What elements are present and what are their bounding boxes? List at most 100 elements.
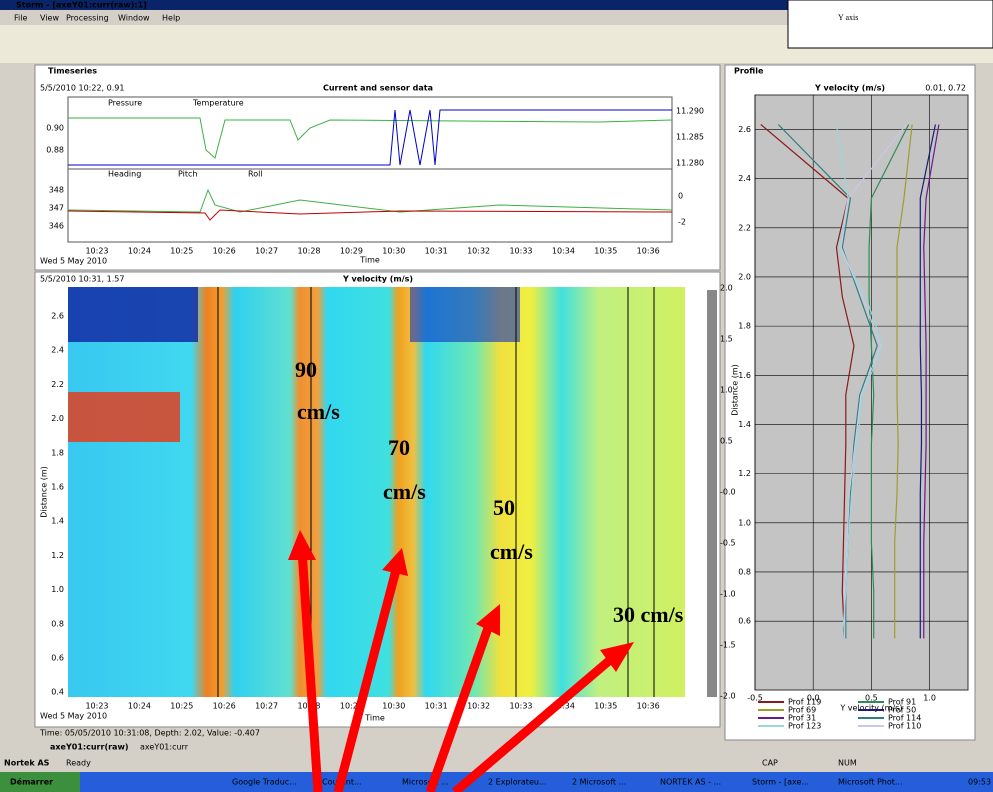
y-tick-label: 0.4	[51, 688, 64, 697]
y-tick-label: 1.6	[738, 371, 751, 380]
callout-text: Y axis	[838, 13, 858, 22]
x-tick-label: 10:32	[467, 702, 490, 711]
cursor-info: 0.01, 0.72	[925, 84, 966, 93]
x-tick-label: 10:28	[297, 247, 320, 256]
x-tick-label: 10:35	[594, 247, 617, 256]
y2-tick-label: 0	[678, 192, 683, 201]
x-tick-label: 10:35	[594, 702, 617, 711]
menu-item: Help	[162, 14, 180, 23]
y-tick-label: 0.88	[46, 146, 64, 155]
x-tick-label: 10:26	[213, 702, 236, 711]
taskbar-item[interactable]: Google Traduc...	[232, 778, 297, 787]
y-axis-label: Distance (m)	[40, 466, 49, 518]
status-text: Time: 05/05/2010 10:31:08, Depth: 2.02, …	[39, 729, 260, 738]
x-tick-label: 10:30	[382, 702, 405, 711]
menu-item: View	[40, 14, 59, 23]
y-tick-label: 0.8	[51, 619, 64, 628]
x-tick-label: 10:36	[637, 247, 660, 256]
timeseries-top-plot	[68, 97, 672, 169]
heatmap-red-patch	[68, 392, 180, 442]
x-tick-label: 10:31	[425, 247, 448, 256]
taskbar-item[interactable]: Microsoft Phot...	[838, 778, 903, 787]
x-tick-label: 10:25	[170, 702, 193, 711]
y-tick-label: 347	[49, 204, 64, 213]
x-tick-label: 10:27	[255, 702, 278, 711]
status-cap: CAP	[762, 759, 778, 768]
legend-entry: Pressure	[108, 99, 142, 108]
status-num: NUM	[838, 759, 857, 768]
y-tick-label: 0.6	[51, 654, 64, 663]
tab: axeY01:curr(raw)	[50, 743, 128, 752]
chart-title: Y velocity (m/s)	[342, 275, 413, 284]
x-date: Wed 5 May 2010	[40, 257, 107, 266]
x-tick-label: 1.0	[923, 694, 936, 703]
x-tick-label: 10:23	[85, 247, 108, 256]
colorbar-tick-label: -1.0	[720, 590, 736, 599]
y-tick-label: 2.0	[738, 272, 751, 281]
x-tick-label: 10:27	[255, 247, 278, 256]
taskbar-item[interactable]: 2 Microsoft ...	[572, 778, 626, 787]
menu-item: File	[14, 14, 27, 23]
x-axis-label: Time	[364, 714, 385, 723]
annotation: 30 cm/s	[613, 602, 684, 627]
y-tick-label: 348	[49, 186, 64, 195]
annotation: 90	[295, 357, 317, 382]
taskbar-item[interactable]: NORTEK AS - ...	[660, 778, 721, 787]
menu-item: Window	[118, 14, 150, 23]
timeseries-bottom-plot	[68, 169, 672, 242]
y-tick-label: 0.6	[738, 617, 751, 626]
x-tick-label: 10:33	[509, 247, 532, 256]
taskbar-item[interactable]: Storm - [axe...	[752, 778, 809, 787]
legend-entry: Pitch	[178, 170, 197, 179]
x-tick-label: 10:29	[340, 247, 363, 256]
y-tick-label: 1.6	[51, 483, 64, 492]
cursor-info: 5/5/2010 10:31, 1.57	[40, 275, 124, 284]
chart-title: Current and sensor data	[323, 84, 433, 93]
chart-title: Y velocity (m/s)	[814, 84, 885, 93]
taskbar-item[interactable]: Microsoft ...	[402, 778, 449, 787]
annotation: cm/s	[383, 479, 426, 504]
y-tick-label: 346	[49, 222, 64, 231]
x-tick-label: 10:32	[467, 247, 490, 256]
y-tick-label: 1.4	[51, 517, 64, 526]
y-tick-label: 0.90	[46, 124, 64, 133]
x-tick-label: 10:30	[382, 247, 405, 256]
y-tick-label: 2.6	[738, 125, 751, 134]
panel-title: Timeseries	[48, 67, 97, 76]
taskbar-item[interactable]: 2 Explorateu...	[488, 778, 547, 787]
y-tick-label: 1.2	[51, 551, 64, 560]
y2-tick-label: 11.280	[676, 159, 704, 168]
x-tick-label: 10:34	[552, 247, 575, 256]
tab: axeY01:curr	[140, 743, 189, 752]
callout-box	[788, 0, 993, 48]
colorbar-tick-label: -0.0	[720, 488, 736, 497]
cursor-info: 5/5/2010 10:22, 0.91	[40, 84, 124, 93]
colorbar-tick-label: 0.5	[720, 437, 733, 446]
y-tick-label: 0.8	[738, 567, 751, 576]
y2-tick-label: 11.290	[676, 107, 704, 116]
panel-title: Profile	[734, 67, 764, 76]
screenshot: Storm - [axeY01:curr(raw):1] File View Proc…	[0, 0, 993, 792]
x-tick-label: 10:26	[213, 247, 236, 256]
y-tick-label: 2.0	[51, 414, 64, 423]
clock: 09:53	[968, 778, 991, 787]
menu-item: Processing	[66, 14, 109, 23]
window-title: Storm - [axeY01:curr(raw):1]	[16, 1, 147, 10]
x-tick-label: 10:23	[85, 702, 108, 711]
x-tick-label: 10:33	[509, 702, 532, 711]
y2-tick-label: 11.285	[676, 133, 704, 142]
y-tick-label: 1.8	[51, 448, 64, 457]
legend-entry: Roll	[248, 170, 263, 179]
colorbar-tick-label: 2.0	[720, 284, 733, 293]
y-tick-label: 2.4	[51, 346, 64, 355]
x-date: Wed 5 May 2010	[40, 712, 107, 721]
y-tick-label: 2.2	[738, 223, 751, 232]
y-tick-label: 1.8	[738, 322, 751, 331]
annotation: 50	[493, 495, 515, 520]
colorbar-tick-label: 1.5	[720, 335, 733, 344]
x-tick-label: 10:31	[425, 702, 448, 711]
x-tick-label: 10:24	[128, 247, 151, 256]
legend-entry: Heading	[108, 170, 141, 179]
colorbar	[707, 290, 717, 697]
legend-entry: Prof 123	[788, 722, 821, 731]
